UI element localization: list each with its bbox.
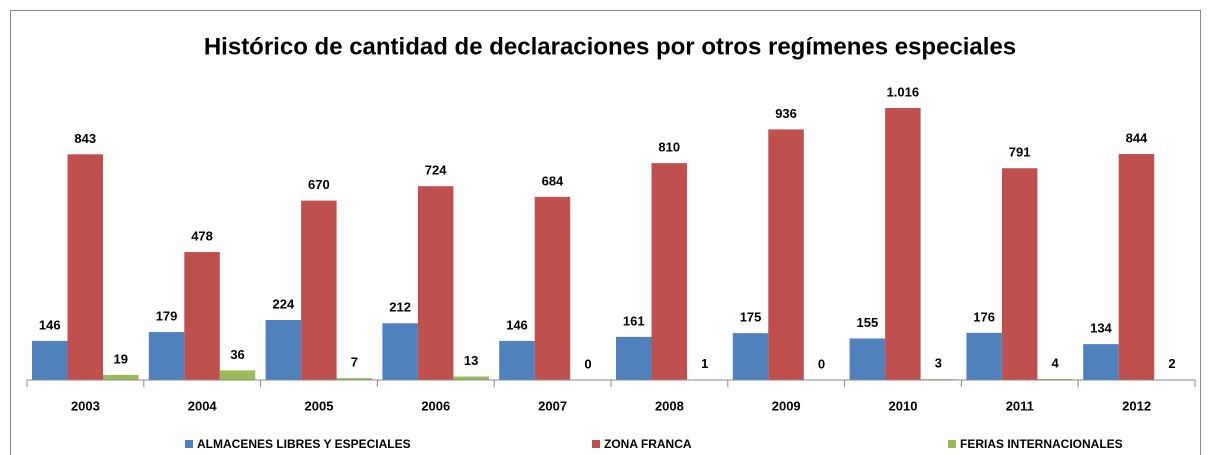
bar — [301, 200, 337, 380]
value-label: 175 — [740, 310, 762, 325]
bar — [1037, 378, 1073, 380]
x-tick-label: 2008 — [655, 398, 684, 413]
x-tick-label: 2012 — [1122, 398, 1151, 413]
bar — [32, 340, 68, 380]
value-label: 161 — [623, 313, 645, 328]
value-label: 1.016 — [887, 84, 920, 99]
bar — [184, 252, 220, 380]
bar — [651, 163, 687, 380]
value-label: 146 — [39, 317, 61, 332]
x-tick-label: 2005 — [305, 398, 334, 413]
legend-swatch — [185, 440, 193, 448]
value-label: 19 — [114, 351, 128, 366]
value-label: 212 — [389, 300, 411, 315]
value-label: 0 — [584, 356, 591, 371]
value-label: 176 — [973, 309, 995, 324]
bar — [148, 332, 185, 380]
bar — [1118, 154, 1155, 380]
value-label: 36 — [230, 347, 244, 362]
value-label: 1 — [701, 356, 708, 371]
chart-title: Histórico de cantidad de declaraciones p… — [204, 33, 1016, 60]
x-tick-label: 2011 — [1006, 398, 1034, 413]
x-tick-label: 2010 — [889, 398, 918, 413]
value-label: 810 — [658, 140, 680, 155]
bar — [768, 129, 804, 380]
bar — [885, 108, 921, 380]
value-label: 670 — [308, 177, 330, 192]
chart-frame — [10, 10, 1201, 455]
bar — [1001, 168, 1038, 380]
bar — [849, 338, 886, 380]
bar — [534, 196, 571, 380]
value-label: 224 — [272, 296, 294, 311]
legend-label: FERIAS INTERNACIONALES — [960, 437, 1123, 451]
value-label: 791 — [1009, 145, 1031, 160]
bar — [732, 333, 769, 380]
value-label: 4 — [1052, 355, 1060, 370]
bar — [966, 332, 1002, 380]
bar — [499, 340, 535, 380]
value-label: 844 — [1126, 130, 1148, 145]
value-label: 13 — [464, 353, 478, 368]
value-label: 7 — [351, 355, 358, 370]
bar — [417, 186, 454, 380]
value-label: 478 — [191, 228, 213, 243]
bar — [453, 376, 489, 380]
bar — [1083, 344, 1119, 380]
bar — [67, 154, 103, 380]
x-tick-label: 2009 — [772, 398, 801, 413]
value-label: 134 — [1090, 321, 1112, 336]
legend-label: ZONA FRANCA — [604, 437, 692, 451]
value-label: 724 — [425, 163, 447, 178]
x-tick-label: 2006 — [421, 398, 450, 413]
value-label: 3 — [935, 356, 942, 371]
value-label: 155 — [856, 315, 878, 330]
value-label: 2 — [1168, 356, 1175, 371]
bar — [336, 378, 373, 380]
legend-label: ALMACENES LIBRES Y ESPECIALES — [197, 437, 411, 451]
bar — [616, 336, 652, 380]
value-label: 936 — [775, 106, 797, 121]
legend-swatch — [592, 440, 600, 448]
value-label: 146 — [506, 317, 528, 332]
x-tick-label: 2004 — [188, 398, 218, 413]
bar — [103, 374, 139, 380]
value-label: 684 — [542, 173, 564, 188]
value-label: 179 — [156, 309, 178, 324]
x-tick-label: 2003 — [71, 398, 100, 413]
legend-swatch — [948, 440, 956, 448]
bar — [265, 320, 302, 380]
value-label: 843 — [74, 131, 96, 146]
bar — [382, 323, 418, 380]
value-label: 0 — [818, 356, 825, 371]
bar — [219, 370, 256, 380]
x-tick-label: 2007 — [538, 398, 567, 413]
